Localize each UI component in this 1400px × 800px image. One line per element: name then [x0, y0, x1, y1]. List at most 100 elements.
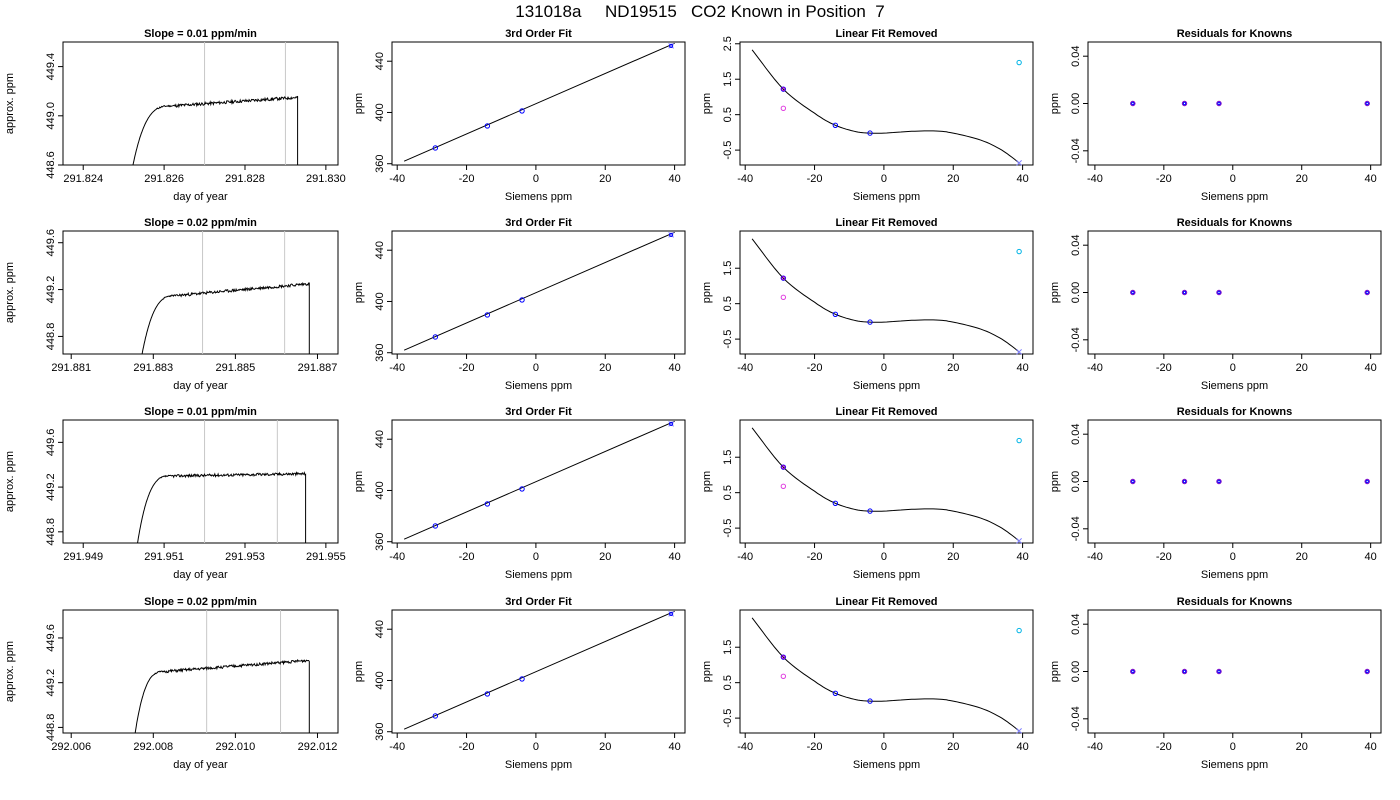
y-axis-label: ppm — [1049, 282, 1061, 303]
panel-title: Residuals for Knowns — [1177, 406, 1293, 418]
y-tick-label: -0.5 — [722, 330, 734, 349]
y-tick-label: 0.04 — [1070, 45, 1082, 66]
panel-lin-3: Linear Fit Removed -40 -20 0 20 40 -0.5 0.5 1.5 S… — [701, 406, 1034, 581]
x-tick-label: 0 — [533, 362, 539, 374]
x-tick-label: 0 — [533, 741, 539, 753]
y-tick-label: 440 — [374, 241, 386, 259]
data-point — [781, 276, 786, 281]
panel-title: Slope = 0.02 ppm/min — [144, 217, 257, 229]
x-axis-label: day of year — [173, 191, 228, 203]
x-axis-label: Siemens ppm — [505, 569, 572, 581]
data-point-cross — [1016, 728, 1022, 734]
x-tick-label: -20 — [1156, 551, 1172, 563]
x-tick-label: 291.881 — [51, 362, 91, 374]
residual-point-inner — [1365, 290, 1369, 295]
y-axis-label: approx. ppm — [4, 451, 16, 512]
x-axis-label: Siemens ppm — [853, 569, 920, 581]
y-tick-label: 2.5 — [722, 36, 734, 51]
panel-title: Residuals for Knowns — [1177, 28, 1293, 40]
panel-title: 3rd Order Fit — [505, 596, 572, 608]
residual-point-inner — [1217, 669, 1221, 674]
x-tick-label: -40 — [389, 362, 405, 374]
x-axis-label: Siemens ppm — [853, 759, 920, 771]
y-tick-label: -0.04 — [1070, 706, 1082, 731]
x-tick-label: -40 — [737, 362, 753, 374]
data-point — [432, 145, 439, 151]
y-tick-label: 400 — [374, 103, 386, 121]
panel-title: Slope = 0.01 ppm/min — [144, 28, 257, 40]
x-tick-label: -20 — [1156, 362, 1172, 374]
x-tick-label: 0 — [881, 741, 887, 753]
data-point — [669, 421, 674, 426]
residual-point-inner — [1182, 669, 1187, 674]
residual-point — [1130, 668, 1136, 675]
data-point — [484, 312, 491, 318]
residual-point-inner — [1217, 290, 1221, 295]
data-point — [780, 294, 787, 300]
panel-trace-2: Slope = 0.02 ppm/min 291.881 291.883 291.88… — [4, 217, 339, 392]
panel-title: Linear Fit Removed — [835, 596, 937, 608]
x-tick-label: -40 — [1087, 551, 1103, 563]
residual-point — [1181, 100, 1188, 107]
x-tick-label: -40 — [1087, 173, 1103, 185]
y-axis-label: ppm — [1049, 471, 1061, 492]
y-axis-label: ppm — [701, 93, 713, 114]
residual-point — [1181, 668, 1188, 675]
y-axis-label: ppm — [353, 282, 365, 303]
data-point-cross — [668, 420, 674, 427]
residual-point-inner — [1182, 479, 1187, 484]
y-tick-label: 1.5 — [722, 640, 734, 655]
plot-frame — [391, 609, 686, 734]
y-tick-label: 360 — [374, 344, 386, 362]
data-point — [832, 690, 839, 696]
residual-point-inner — [1217, 101, 1221, 106]
x-tick-label: 292.008 — [133, 741, 173, 753]
y-tick-label: 0.5 — [722, 107, 734, 122]
residual-point — [1364, 668, 1370, 675]
panel-trace-1: Slope = 0.01 ppm/min 291.824 291.826 291.82… — [4, 28, 346, 203]
y-tick-label: 449.4 — [45, 53, 57, 81]
x-tick-label: 40 — [1365, 173, 1377, 185]
residual-point-inner — [1365, 479, 1369, 484]
x-tick-label: -20 — [807, 741, 823, 753]
fit-line — [403, 610, 675, 730]
y-tick-label: 1.5 — [722, 450, 734, 465]
y-axis-label: ppm — [353, 471, 365, 492]
x-tick-label: -40 — [1087, 362, 1103, 374]
data-point — [519, 108, 525, 114]
y-tick-label: 440 — [374, 430, 386, 448]
x-tick-label: 291.953 — [225, 551, 265, 563]
x-axis-label: day of year — [173, 380, 228, 392]
plot-frame — [62, 419, 339, 544]
x-tick-label: -20 — [1156, 173, 1172, 185]
data-point — [1016, 627, 1022, 634]
plot-frame — [739, 609, 1034, 734]
x-tick-label: 0 — [881, 362, 887, 374]
residual-point-inner — [1365, 101, 1369, 106]
x-tick-label: 0 — [1230, 551, 1236, 563]
x-tick-label: -40 — [737, 173, 753, 185]
x-tick-label: -20 — [459, 362, 475, 374]
x-tick-label: 0 — [533, 551, 539, 563]
residual-point — [1216, 668, 1222, 675]
x-axis-label: Siemens ppm — [505, 759, 572, 771]
x-tick-label: 40 — [1365, 551, 1377, 563]
y-tick-label: 0.04 — [1070, 234, 1082, 255]
data-point — [780, 483, 787, 489]
x-tick-label: -20 — [807, 173, 823, 185]
data-point — [867, 508, 873, 514]
x-tick-label: 40 — [1365, 741, 1377, 753]
residual-point-inner — [1182, 101, 1187, 106]
x-tick-label: 40 — [1016, 362, 1028, 374]
concentration-trace — [141, 281, 310, 354]
data-point — [781, 465, 786, 470]
x-axis-label: Siemens ppm — [1201, 380, 1268, 392]
y-tick-label: 1.5 — [722, 261, 734, 276]
data-point — [780, 105, 787, 111]
y-axis-label: ppm — [701, 661, 713, 682]
x-tick-label: 292.012 — [298, 741, 338, 753]
residual-point — [1216, 100, 1222, 107]
x-tick-label: 291.828 — [225, 173, 265, 185]
residual-point — [1181, 478, 1188, 485]
y-tick-label: 360 — [374, 723, 386, 741]
